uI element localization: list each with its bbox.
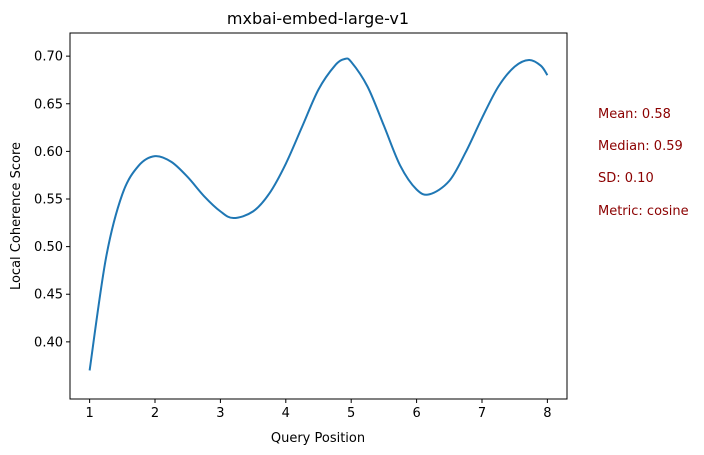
x-axis-label: Query Position xyxy=(271,431,365,446)
y-tick-label: 0.45 xyxy=(34,288,63,303)
x-tick-label: 3 xyxy=(216,406,224,421)
y-tick-label: 0.50 xyxy=(34,240,63,255)
series-layer xyxy=(88,57,549,371)
x-tick-label: 2 xyxy=(151,406,159,421)
y-tick-label: 0.65 xyxy=(34,97,63,112)
chart-title: mxbai-embed-large-v1 xyxy=(227,9,409,28)
stat-median: Median: 0.59 xyxy=(598,139,683,154)
y-axis: 0.40 0.45 0.50 0.55 0.60 0.65 0.70 xyxy=(34,50,70,350)
x-tick-label: 4 xyxy=(282,406,290,421)
x-tick-label: 8 xyxy=(543,406,551,421)
stat-sd: SD: 0.10 xyxy=(598,171,654,186)
y-tick-label: 0.70 xyxy=(34,50,63,65)
x-tick-label: 5 xyxy=(347,406,355,421)
stats-annotations: Mean: 0.58 Median: 0.59 SD: 0.10 Metric:… xyxy=(598,107,689,219)
stat-metric: Metric: cosine xyxy=(598,204,689,219)
x-axis: 1 2 3 4 5 6 7 8 xyxy=(85,399,552,421)
stat-mean: Mean: 0.58 xyxy=(598,107,671,122)
plot-area xyxy=(69,32,568,400)
y-tick-label: 0.40 xyxy=(34,335,63,350)
y-tick-label: 0.60 xyxy=(34,145,63,160)
x-tick-label: 1 xyxy=(85,406,93,421)
series-line xyxy=(88,57,549,371)
y-tick-label: 0.55 xyxy=(34,193,63,208)
x-tick-label: 6 xyxy=(412,406,420,421)
x-tick-label: 7 xyxy=(478,406,486,421)
y-axis-label: Local Coherence Score xyxy=(9,142,24,290)
